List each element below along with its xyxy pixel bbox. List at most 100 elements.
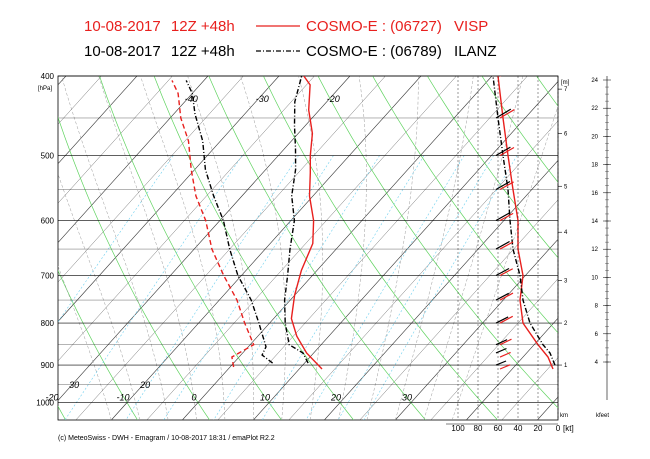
- title-2-right: COSMO-E : (06789) ILANZ: [306, 43, 497, 60]
- wind-tick-label: 80: [474, 424, 483, 433]
- isotherm-line: [111, 76, 422, 420]
- pressure-tick-label: 700: [41, 271, 55, 280]
- wind-tick-label: 20: [534, 424, 543, 433]
- height-ft-label: 18: [591, 163, 598, 169]
- isotherm-line: [359, 199, 558, 420]
- title-1-station: VISP: [454, 18, 488, 35]
- height-m-label: 4: [564, 230, 568, 236]
- title-2-station: ILANZ: [454, 43, 497, 60]
- title-2-date: 10-08-2017: [84, 43, 161, 60]
- ilanz-temperature-line: [283, 76, 309, 364]
- temperature-tick-label: 30: [402, 393, 412, 403]
- dry-adiabat-line: [427, 76, 558, 259]
- temperature-tick-label: 10: [260, 393, 270, 403]
- isotherm-line: [58, 76, 315, 362]
- height-m-unit: [m]: [561, 80, 570, 86]
- wind-unit-label: [kt]: [563, 424, 574, 433]
- isotherm-line: [466, 317, 558, 420]
- height-m-label: 2: [564, 321, 568, 327]
- height-ft-axis: 4 6 8 10 12 14 16 18 20 22 24: [591, 76, 611, 400]
- height-ft-label: 4: [595, 360, 599, 366]
- title-2-model: COSMO-E : (06789): [306, 43, 442, 60]
- pressure-tick-label: 800: [41, 319, 55, 328]
- wind-tick-label: 40: [514, 424, 523, 433]
- moist-adiabat-line: [366, 76, 419, 420]
- mixing-ratio-line: [363, 155, 518, 420]
- visp-wind-barb: [499, 241, 514, 250]
- isotherm-line: [58, 76, 351, 401]
- visp-wind-barb: [499, 315, 514, 324]
- dry-adiabat-line: [58, 405, 66, 420]
- visp-wind-barb: [499, 109, 515, 119]
- isotherm-line: [430, 278, 558, 420]
- mixing-ratio-line: [213, 155, 380, 420]
- visp-dewpoint-line: [171, 80, 255, 368]
- moist-adiabat-line: [187, 76, 254, 420]
- moist-adiabat-line: [58, 173, 140, 420]
- pressure-tick-label: 900: [41, 361, 55, 370]
- moist-adiabat-line: [240, 76, 286, 420]
- ilanz-wind-barb: [495, 108, 512, 119]
- mixing-ratio-line: [58, 155, 174, 323]
- height-ft-label: 6: [595, 332, 599, 338]
- temperature-tick-label: -10: [116, 393, 129, 403]
- ilanz-wind-barb: [495, 360, 507, 366]
- height-ft-label: 10: [591, 275, 598, 281]
- height-ft-label: 24: [591, 78, 598, 84]
- title-1-right: COSMO-E : (06727) VISP: [306, 18, 488, 35]
- dry-adiabat-line: [58, 116, 210, 420]
- height-m-label: 3: [564, 279, 568, 285]
- pressure-axis: 400 500 600 700 800 900 1000: [36, 72, 54, 408]
- isotherm-line: [324, 159, 558, 420]
- dry-adiabat-line: [99, 76, 282, 420]
- ilanz-wind-barb: [495, 240, 510, 250]
- temperature-axis: -20 -10 0 10 20 30: [45, 393, 412, 403]
- height-m-label: 5: [564, 184, 568, 190]
- ilanz-wind-barb: [495, 292, 510, 301]
- ilanz-wind-barb: [495, 212, 511, 222]
- mixing-ratio-line: [337, 155, 494, 420]
- title-2-run: 12Z +48h: [171, 43, 235, 60]
- mixing-ratio-line: [64, 155, 243, 420]
- visp-wind-barb: [499, 181, 514, 191]
- title-1-date: 10-08-2017: [84, 18, 161, 35]
- ilanz-dewpoint-line: [185, 80, 274, 364]
- isotherm-label: -40: [185, 94, 198, 104]
- temperature-tick-label: -20: [45, 393, 58, 403]
- isotherm-line: [608, 76, 650, 420]
- ilanz-wind-speed-line: [492, 76, 556, 366]
- isotherm-label: -30: [256, 94, 269, 104]
- mixing-ratio-line: [261, 155, 425, 420]
- dry-adiabat-line: [591, 76, 650, 420]
- height-ft-label: 22: [591, 106, 598, 112]
- title-line-2: 10-08-2017 12Z +48h: [84, 43, 235, 60]
- isobar-lines: [58, 75, 558, 403]
- background-grid: [58, 76, 650, 420]
- isotherm-line: [58, 76, 280, 322]
- mixing-ratio-line: [125, 155, 299, 420]
- moist-adiabat-line: [140, 76, 226, 420]
- dry-adiabat-line: [208, 76, 426, 420]
- pressure-tick-label: 400: [41, 72, 55, 81]
- ilanz-wind-barb: [496, 76, 498, 77]
- pressure-tick-label: 500: [41, 152, 55, 161]
- wind-tick-label: 0: [556, 424, 561, 433]
- sounding-profiles: [171, 76, 323, 370]
- visp-wind-barb: [499, 268, 514, 277]
- isotherm-label: 20: [139, 380, 150, 390]
- isotherm-line: [58, 76, 244, 283]
- isotherm-line: [75, 76, 386, 420]
- title-1-model: COSMO-E : (06727): [306, 18, 442, 35]
- wind-tick-label: 60: [494, 424, 503, 433]
- height-ft-label: 8: [595, 304, 599, 310]
- height-ft-label: 16: [591, 191, 598, 197]
- ilanz-wind-barb: [495, 316, 509, 324]
- height-m-axis: 1 2 3 4 5 6 7: [558, 87, 568, 369]
- moist-adiabat-line: [451, 105, 558, 420]
- isotherm-label: -20: [327, 94, 340, 104]
- dry-adiabat-line: [481, 76, 558, 183]
- height-m-label: 7: [564, 87, 568, 93]
- visp-wind-barb: [499, 351, 511, 358]
- dry-adiabat-line: [372, 76, 558, 334]
